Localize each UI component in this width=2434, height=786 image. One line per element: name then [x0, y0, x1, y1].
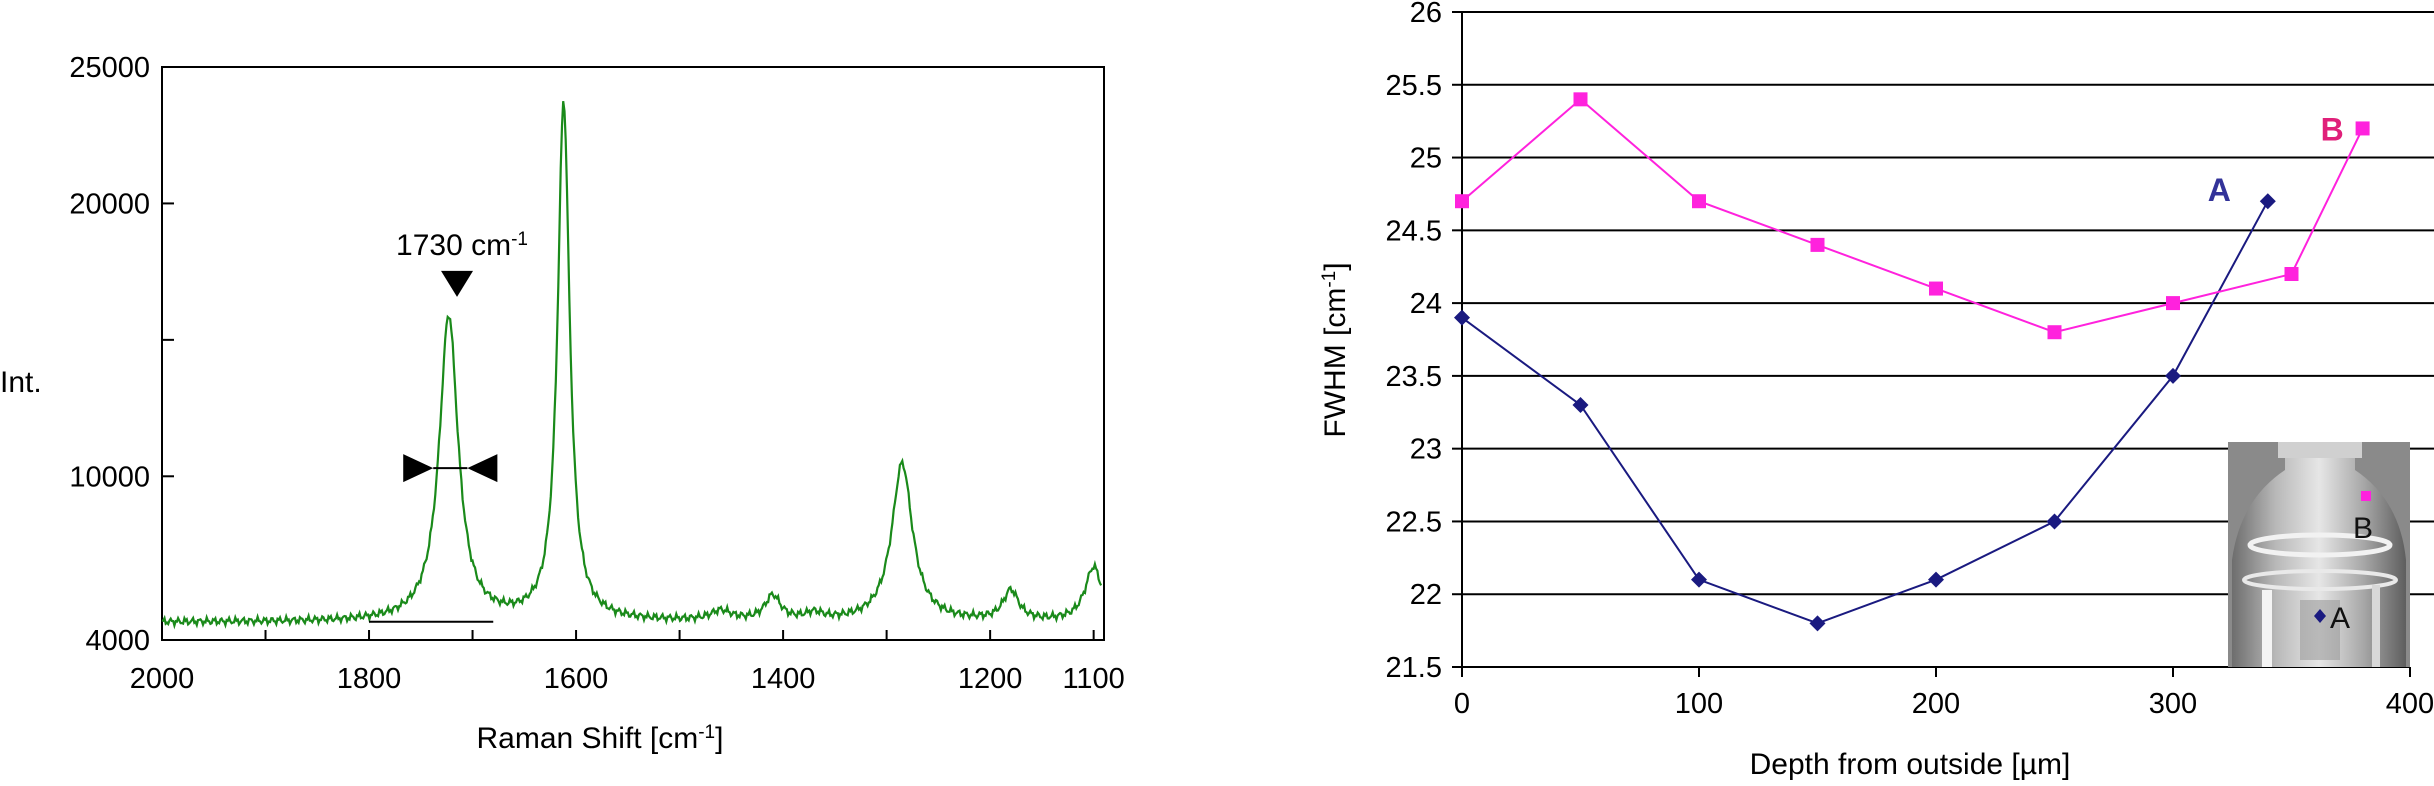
fwhm-x-ticks: 0 100 200 300 400: [1454, 667, 2434, 720]
spectrum-x-tick-label: 2000: [130, 663, 195, 695]
spectrum-x-tick-label: 1600: [544, 663, 609, 695]
fwhm-y-axis-label: FWHM [cm-1]: [1319, 262, 1353, 437]
spectrum-x-ticks: 2000 1800 1600 1400 1200 1100: [130, 630, 1125, 695]
fwhm-y-tick-label: 22.5: [1386, 506, 1442, 538]
series-B-line: [1461, 97, 2364, 334]
spectrum-plot-frame: [161, 66, 1105, 641]
series-A-point: [1572, 397, 1589, 413]
fwhm-y-tick-label: 25: [1410, 143, 1442, 175]
spectrum-line: [161, 101, 1103, 630]
fwhm-x-tick-label: 400: [2386, 688, 2434, 720]
spectrum-y-tick-label: 10000: [69, 461, 150, 493]
fwhm-right-arrow: [467, 454, 498, 483]
fwhm-y-tick-label: 22: [1410, 579, 1442, 611]
series-B-point: [2166, 296, 2180, 311]
raman-spectrum-chart: 4000 10000 20000 25000 2000 1800 1600 1400 1200…: [0, 52, 1125, 755]
series-B-point: [2047, 325, 2062, 340]
series-A-point: [1691, 571, 1707, 588]
fwhm-y-tick-label: 24.5: [1386, 215, 1442, 247]
fwhm-series-layer: AB: [1454, 92, 2370, 632]
series-B-point: [2284, 267, 2299, 281]
fwhm-left-arrow: [403, 454, 434, 483]
spectrum-y-tick-label: 4000: [85, 625, 150, 657]
series-B-label: B: [2321, 111, 2344, 147]
series-A-point: [1809, 615, 1826, 632]
series-B-point: [1692, 194, 1706, 209]
fwhm-y-ticks: 21.5 22 22.5 23 23.5 24 24.5 25 25.5 26: [1386, 0, 1462, 684]
series-A: A: [1454, 172, 2276, 632]
series-B-point: [1929, 281, 1943, 296]
series-A-point: [1454, 309, 1470, 326]
series-A-line: [1461, 200, 2269, 625]
bottle-inset-photo: B A: [2228, 442, 2410, 667]
fwhm-y-tick-label: 21.5: [1386, 652, 1442, 684]
fwhm-y-tick-label: 25.5: [1386, 70, 1442, 102]
peak-down-arrow: [441, 270, 474, 297]
inset-marker-b: [2361, 491, 2371, 501]
peak-label: 1730 cm-1: [396, 228, 528, 262]
spectrum-y-ticks: 4000 10000 20000 25000: [69, 52, 174, 657]
fwhm-x-tick-label: 0: [1454, 688, 1470, 720]
series-A-label: A: [2208, 172, 2231, 208]
fwhm-x-tick-label: 200: [1912, 688, 1960, 720]
spectrum-y-tick-label: 20000: [69, 188, 150, 220]
fwhm-depth-chart: 21.5 22 22.5 23 23.5 24 24.5 25 25.5 26 0 100 200 30…: [1319, 0, 2434, 781]
fwhm-x-tick-label: 300: [2149, 688, 2197, 720]
spectrum-x-tick-label: 1100: [1062, 663, 1124, 695]
series-A-point: [2165, 367, 2181, 384]
fwhm-x-tick-label: 100: [1675, 688, 1723, 720]
series-B-point: [1573, 92, 1588, 107]
spectrum-y-axis-label: Int.: [0, 366, 42, 399]
inset-label-a: A: [2330, 602, 2350, 635]
inset-marker-a: [2314, 609, 2326, 623]
fwhm-y-tick-label: 23: [1410, 434, 1442, 466]
fwhm-y-tick-label: 24: [1410, 288, 1442, 320]
fwhm-y-tick-label: 26: [1410, 0, 1442, 29]
series-B: B: [1455, 92, 2370, 340]
series-B-point: [1810, 237, 1825, 252]
series-A-point: [1928, 571, 1944, 588]
peak-annotation: 1730 cm-1: [369, 228, 528, 623]
spectrum-x-axis-label: Raman Shift [cm-1]: [477, 722, 724, 756]
spectrum-x-tick-label: 1200: [958, 663, 1023, 695]
fwhm-y-tick-label: 23.5: [1386, 361, 1442, 393]
series-A-point: [2046, 513, 2063, 530]
inset-label-b: B: [2353, 512, 2373, 545]
series-A-point: [2259, 193, 2276, 210]
fwhm-x-axis-label: Depth from outside [µm]: [1750, 748, 2071, 781]
spectrum-x-tick-label: 1800: [337, 663, 402, 695]
series-B-point: [2355, 121, 2370, 136]
spectrum-x-tick-label: 1400: [751, 663, 816, 695]
series-B-point: [1455, 194, 1469, 209]
spectrum-y-tick-label: 25000: [69, 52, 150, 84]
